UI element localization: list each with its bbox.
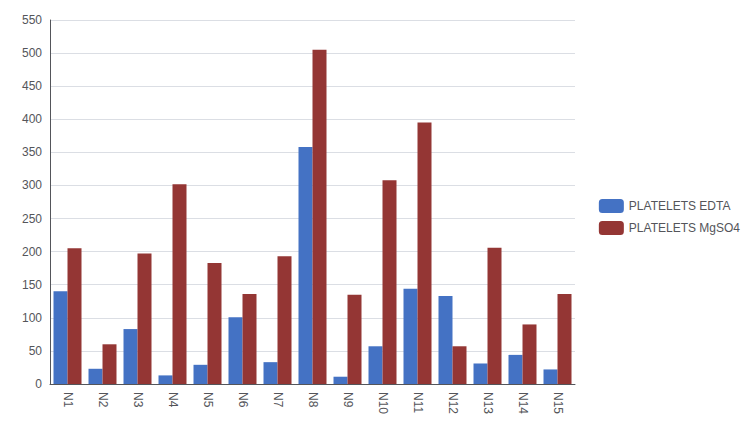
svg-text:50: 50 xyxy=(29,344,43,358)
svg-text:N2: N2 xyxy=(96,392,110,408)
svg-text:200: 200 xyxy=(22,245,42,259)
svg-text:N15: N15 xyxy=(551,392,565,414)
svg-text:PLATELETS MgSO4: PLATELETS MgSO4 xyxy=(629,221,740,235)
svg-text:500: 500 xyxy=(22,46,42,60)
svg-text:N10: N10 xyxy=(376,392,390,414)
svg-text:N14: N14 xyxy=(516,392,530,414)
svg-text:N11: N11 xyxy=(411,392,425,413)
svg-text:N13: N13 xyxy=(481,392,495,414)
svg-text:N9: N9 xyxy=(341,392,355,408)
svg-text:0: 0 xyxy=(35,377,42,391)
svg-text:400: 400 xyxy=(22,112,42,126)
svg-text:N3: N3 xyxy=(131,392,145,408)
svg-text:300: 300 xyxy=(22,178,42,192)
svg-text:N6: N6 xyxy=(236,392,250,408)
svg-text:550: 550 xyxy=(22,13,42,27)
svg-text:N5: N5 xyxy=(201,392,215,408)
svg-text:N12: N12 xyxy=(446,392,460,414)
svg-text:100: 100 xyxy=(22,311,42,325)
svg-text:N8: N8 xyxy=(306,392,320,408)
svg-text:250: 250 xyxy=(22,212,42,226)
svg-text:PLATELETS EDTA: PLATELETS EDTA xyxy=(629,199,731,213)
svg-text:350: 350 xyxy=(22,145,42,159)
svg-text:N4: N4 xyxy=(166,392,180,408)
svg-text:N1: N1 xyxy=(61,392,75,408)
svg-text:N7: N7 xyxy=(271,392,285,408)
svg-text:450: 450 xyxy=(22,79,42,93)
svg-text:150: 150 xyxy=(22,278,42,292)
